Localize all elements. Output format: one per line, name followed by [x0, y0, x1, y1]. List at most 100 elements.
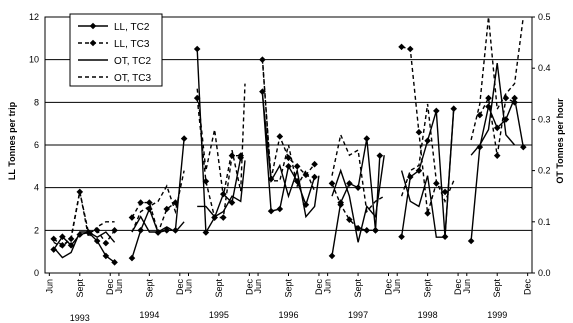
legend: LL, TC2 LL, TC3 OT, TC2 OT, TC3: [69, 13, 163, 87]
series-line: [261, 57, 316, 192]
series-line: [196, 83, 246, 197]
month-tick-label: Jun: [44, 279, 54, 294]
series-line: [131, 170, 185, 233]
data-point: [406, 45, 414, 53]
series-ot-tc3: [53, 16, 524, 249]
month-tick-label: Jun: [462, 279, 472, 294]
data-point: [180, 135, 188, 142]
data-point: [172, 199, 179, 206]
data-point: [146, 199, 153, 206]
right-tick-label: 0.0: [538, 268, 551, 278]
data-point: [228, 199, 236, 206]
series-line: [331, 138, 381, 257]
data-point: [467, 237, 475, 245]
data-point: [146, 205, 153, 213]
data-point: [128, 254, 136, 262]
data-point: [493, 152, 501, 159]
series-line: [261, 91, 316, 212]
series-line: [261, 93, 320, 219]
data-point: [285, 154, 292, 162]
data-point: [363, 135, 371, 142]
data-point: [337, 201, 344, 209]
data-point: [276, 205, 284, 213]
right-tick-label: 0.1: [538, 217, 551, 227]
data-point: [172, 227, 179, 234]
data-point: [219, 214, 227, 221]
data-point: [93, 237, 101, 245]
series-line: [131, 201, 176, 235]
data-point: [89, 39, 97, 47]
data-point: [202, 229, 210, 236]
data-point: [50, 235, 57, 243]
data-point: [450, 105, 458, 113]
data-point: [346, 180, 353, 187]
data-point: [441, 188, 449, 196]
data-point: [285, 163, 292, 170]
data-point: [193, 94, 201, 102]
data-point: [276, 133, 284, 140]
data-point: [424, 209, 431, 217]
month-tick-label: Sept: [214, 279, 224, 298]
data-point: [493, 124, 501, 132]
legend-label: OT, TC2: [114, 56, 151, 67]
series-line: [400, 109, 455, 238]
left-tick-label: 0: [34, 268, 39, 278]
data-point: [485, 94, 492, 102]
series-line: [261, 59, 316, 180]
series-line: [131, 138, 185, 259]
legend-label: OT, TC3: [114, 73, 151, 84]
data-point: [267, 207, 275, 215]
data-point: [415, 128, 423, 136]
data-point: [502, 94, 510, 102]
year-label: 1999: [487, 310, 507, 320]
month-tick-label: Sept: [75, 279, 85, 298]
data-point: [354, 224, 362, 232]
month-tick-label: Dec: [314, 279, 324, 296]
data-point: [311, 173, 318, 181]
month-tick-label: Jun: [114, 279, 124, 294]
data-point: [485, 103, 492, 110]
data-point: [111, 259, 118, 266]
data-point: [398, 233, 405, 241]
data-point: [89, 22, 97, 30]
month-tick-label: Jun: [323, 279, 333, 294]
data-point: [59, 233, 66, 241]
left-tick-label: 4: [34, 183, 39, 193]
data-point: [520, 143, 527, 151]
series-line: [331, 183, 376, 232]
data-point: [398, 43, 405, 51]
data-point: [67, 235, 75, 243]
data-point: [415, 167, 423, 174]
data-point: [137, 227, 144, 234]
data-point: [293, 163, 301, 170]
data-point: [193, 45, 201, 53]
axes: 0 2 4 6 8 10 12 0.0 0.1 0.2 0.3 0.4 0.5 Jun Sept Dec 199…: [29, 12, 551, 323]
left-axis-label: LL Tonnes per trip: [7, 101, 17, 180]
series-line: [331, 155, 385, 243]
data-point: [202, 177, 210, 185]
series-lines: [50, 16, 527, 266]
month-tick-label: Dec: [523, 279, 533, 296]
data-point: [354, 184, 362, 191]
month-tick-label: Jun: [392, 279, 402, 294]
month-tick-label: Dec: [384, 279, 394, 296]
month-tick-label: Jun: [253, 279, 263, 294]
data-point: [102, 252, 110, 260]
year-label: 1994: [139, 310, 159, 320]
data-point: [102, 239, 110, 247]
left-tick-label: 8: [34, 97, 39, 107]
data-point: [433, 107, 440, 115]
month-tick-label: Jun: [183, 279, 193, 294]
data-point: [346, 216, 353, 223]
series-line: [470, 95, 524, 242]
right-tick-label: 0.3: [538, 114, 551, 124]
month-tick-label: Dec: [175, 279, 185, 296]
data-point: [476, 111, 484, 119]
data-point: [328, 252, 336, 260]
right-tick-label: 0.2: [538, 166, 551, 176]
year-label: 1996: [278, 310, 298, 320]
left-tick-label: 12: [29, 12, 39, 22]
year-label: 1993: [70, 313, 90, 323]
data-point: [128, 214, 136, 221]
